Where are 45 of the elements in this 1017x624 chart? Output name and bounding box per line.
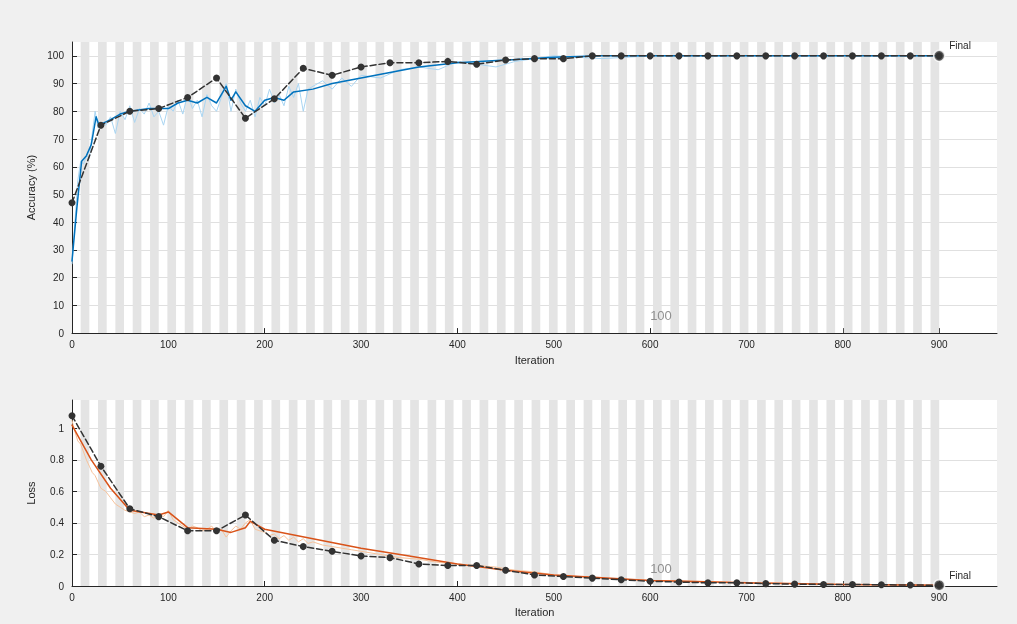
y-tick-label: 0.4 <box>50 517 65 529</box>
y-tick-label: 50 <box>52 188 65 200</box>
y-tick-label: 30 <box>52 244 65 256</box>
x-tick-label: 200 <box>256 338 274 350</box>
y-axis-title: Loss <box>24 480 37 505</box>
y-tick-label: 0 <box>58 580 65 592</box>
annotation: 100 <box>650 308 672 324</box>
x-tick-label: 0 <box>69 591 76 603</box>
x-tick-label: 300 <box>352 591 370 603</box>
y-tick-label: 10 <box>52 299 65 311</box>
x-tick-label: 200 <box>256 591 274 603</box>
y-tick-label: 60 <box>52 161 65 173</box>
x-tick-label: 500 <box>545 338 563 350</box>
y-tick-label: 0 <box>58 327 65 339</box>
y-tick-label: 0.8 <box>50 454 65 466</box>
x-tick-label: 800 <box>834 338 852 350</box>
y-axis-title: Accuracy (%) <box>24 154 37 221</box>
y-tick-label: 100 <box>47 50 65 62</box>
x-tick-label: 700 <box>738 591 756 603</box>
x-tick-label: 400 <box>449 591 467 603</box>
y-tick-label: 0.6 <box>50 485 65 497</box>
x-tick-label: 600 <box>641 338 659 350</box>
x-tick-label: 700 <box>738 338 756 350</box>
y-tick-label: 20 <box>52 272 65 284</box>
annotation: 100 <box>650 561 672 576</box>
x-tick-label: 600 <box>641 591 659 603</box>
y-tick-label: 0.2 <box>50 548 65 560</box>
x-tick-label: 400 <box>449 338 467 350</box>
x-axis-title: Iteration <box>514 353 555 366</box>
x-tick-label: 900 <box>930 338 948 350</box>
x-tick-label: 800 <box>834 591 852 603</box>
y-tick-label: 80 <box>52 105 65 117</box>
x-tick-label: 0 <box>69 338 76 350</box>
x-tick-label: 100 <box>160 338 178 350</box>
y-tick-label: 90 <box>52 78 65 90</box>
x-tick-label: 300 <box>352 338 370 350</box>
y-tick-label: 40 <box>52 216 65 228</box>
x-axis-title: Iteration <box>514 606 555 619</box>
annotation: Final <box>949 569 971 581</box>
y-tick-label: 70 <box>52 133 65 145</box>
x-tick-label: 500 <box>545 591 563 603</box>
y-tick-label: 1 <box>58 422 65 434</box>
x-tick-label: 900 <box>930 591 948 603</box>
annotation: Final <box>949 40 971 52</box>
x-tick-label: 100 <box>160 591 178 603</box>
